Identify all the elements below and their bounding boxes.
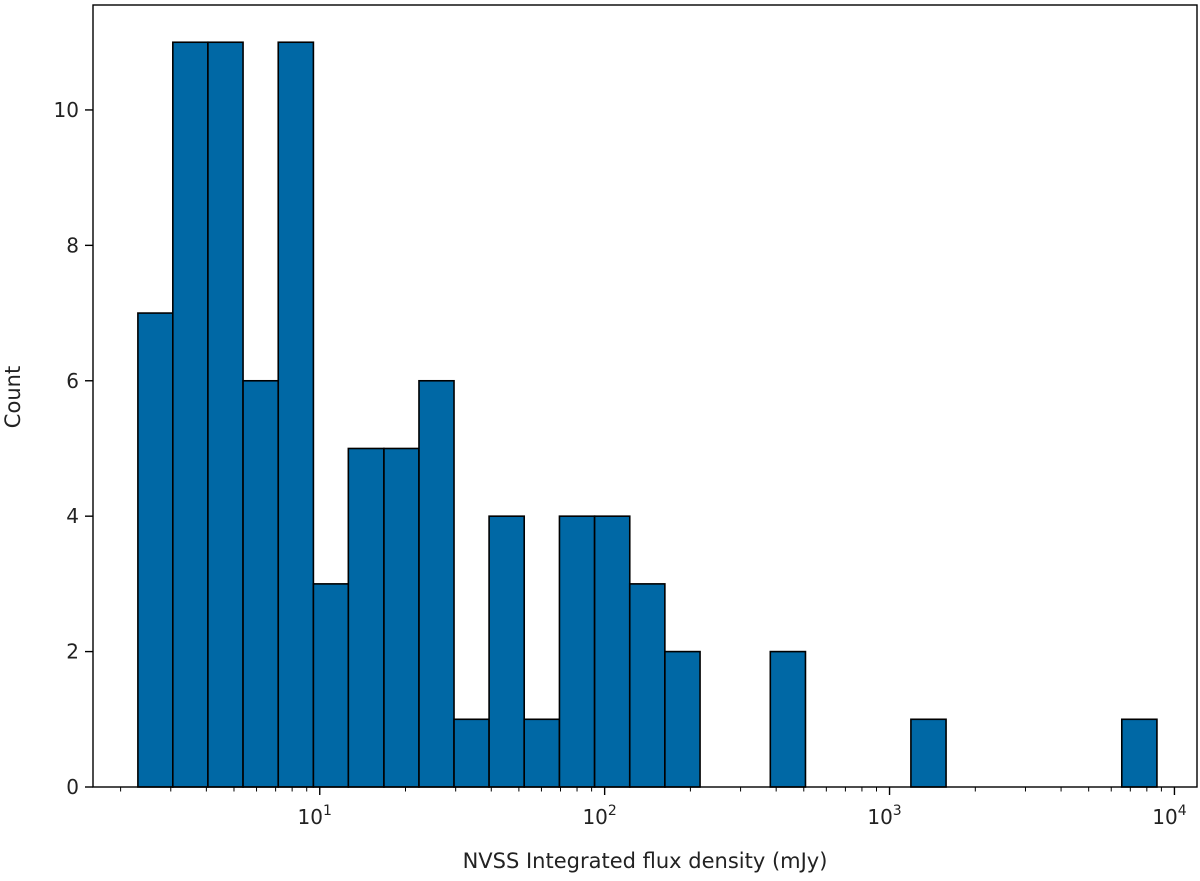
y-axis: 0 2 4 6 8 10: [54, 98, 93, 799]
x-tick-label: 103: [867, 803, 901, 829]
histogram-bar: [207, 41, 244, 788]
histogram-bar: [418, 379, 455, 788]
y-tick-label: 8: [66, 233, 79, 257]
histogram-bar: [523, 718, 561, 788]
x-tick-label: 101: [298, 803, 332, 829]
plot-frame: [92, 4, 1198, 788]
y-tick-label: 10: [54, 98, 79, 122]
histogram-bar: [558, 515, 596, 788]
x-tick-label: 102: [582, 803, 616, 829]
histogram-bar: [172, 41, 209, 788]
bars-group: [137, 41, 1158, 788]
histogram-bar: [383, 447, 420, 788]
histogram-bar: [1120, 718, 1158, 788]
histogram-bar: [488, 515, 526, 788]
y-axis-label: Count: [1, 366, 25, 428]
y-tick-label: 4: [66, 504, 79, 528]
x-axis: 101 102 103 104: [120, 787, 1187, 829]
histogram-bar: [910, 718, 947, 788]
x-tick-label: 104: [1152, 803, 1186, 829]
histogram-bar: [277, 41, 315, 788]
histogram-bar: [453, 718, 490, 788]
y-tick-label: 0: [66, 775, 79, 799]
y-tick-label: 2: [66, 640, 79, 664]
x-axis-label: NVSS Integrated flux density (mJy): [463, 849, 828, 873]
histogram-bar: [664, 650, 701, 788]
y-tick-label: 6: [66, 369, 79, 393]
histogram-bar: [628, 583, 666, 788]
histogram-bar: [769, 650, 807, 788]
histogram-bar: [137, 312, 174, 788]
histogram-bar: [242, 379, 280, 788]
histogram-bar: [312, 583, 350, 788]
histogram-bar: [347, 447, 385, 788]
histogram-bar: [593, 515, 631, 788]
